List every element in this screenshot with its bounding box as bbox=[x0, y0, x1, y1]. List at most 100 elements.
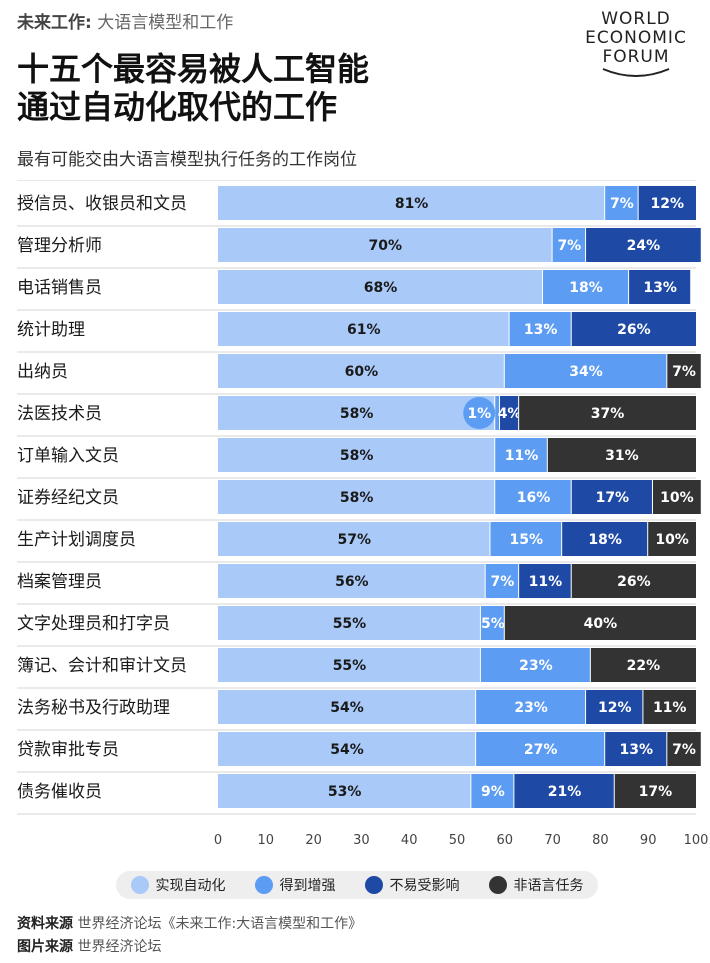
category-label: 证券经纪文员 bbox=[17, 488, 119, 508]
data-label: 17% bbox=[639, 784, 673, 800]
legend-swatch bbox=[488, 876, 507, 894]
bar-segment bbox=[218, 522, 490, 556]
legend-swatch bbox=[130, 876, 149, 894]
data-label: 5% bbox=[481, 616, 505, 632]
bar-segment bbox=[218, 186, 605, 220]
logo-line-3: FORUM bbox=[602, 47, 670, 67]
bar-segment bbox=[504, 354, 667, 388]
data-label: 81% bbox=[395, 196, 429, 212]
data-label: 54% bbox=[330, 700, 364, 716]
bar-segment bbox=[218, 396, 495, 430]
bar-segment bbox=[571, 480, 652, 514]
data-label: 22% bbox=[627, 658, 661, 674]
bar-segment bbox=[218, 480, 495, 514]
bar-segment bbox=[490, 522, 562, 556]
data-label: 70% bbox=[369, 238, 403, 254]
data-label: 31% bbox=[605, 448, 639, 464]
category-label: 订单输入文员 bbox=[17, 446, 119, 466]
legend-swatch bbox=[254, 876, 273, 894]
bar-segment bbox=[590, 648, 696, 682]
series-name: 大语言模型和工作 bbox=[97, 13, 234, 33]
data-label: 17% bbox=[596, 490, 630, 506]
data-label: 13% bbox=[643, 280, 677, 296]
bar-segment bbox=[218, 648, 480, 682]
bar-segment bbox=[218, 270, 543, 304]
x-tick-label: 50 bbox=[449, 833, 466, 848]
data-label: 61% bbox=[347, 322, 381, 338]
legend-label: 实现自动化 bbox=[155, 878, 226, 894]
category-label: 债务催收员 bbox=[17, 782, 102, 802]
data-label: 7% bbox=[491, 574, 515, 590]
category-label: 贷款审批专员 bbox=[17, 740, 119, 760]
bar-segment bbox=[218, 354, 504, 388]
legend-label: 不易受影响 bbox=[389, 878, 460, 894]
data-label: 56% bbox=[335, 574, 369, 590]
bar-segment bbox=[519, 396, 696, 430]
bar-segment bbox=[547, 438, 696, 472]
bar-segment bbox=[476, 690, 586, 724]
data-label: 13% bbox=[619, 742, 653, 758]
bar-segment bbox=[552, 228, 586, 262]
bar-segment bbox=[485, 564, 519, 598]
bar-segment bbox=[504, 606, 696, 640]
legend-item: 实现自动化 bbox=[130, 875, 226, 895]
bar-segment bbox=[562, 522, 648, 556]
chart-subtitle: 最有可能交由大语言模型执行任务的工作岗位 bbox=[17, 150, 357, 170]
bar-segment bbox=[495, 438, 547, 472]
data-label: 53% bbox=[328, 784, 362, 800]
data-source-text: 世界经济论坛《未来工作:大语言模型和工作》 bbox=[77, 916, 363, 932]
data-label: 11% bbox=[529, 574, 563, 590]
data-label: 68% bbox=[364, 280, 398, 296]
legend-item: 不易受影响 bbox=[364, 875, 460, 895]
data-label: 40% bbox=[584, 616, 618, 632]
bar-segment bbox=[667, 354, 701, 388]
data-label: 16% bbox=[517, 490, 551, 506]
image-source-label: 图片来源 bbox=[17, 939, 73, 955]
data-label: 23% bbox=[519, 658, 553, 674]
data-label: 4% bbox=[498, 406, 522, 422]
data-label: 55% bbox=[333, 616, 367, 632]
bar-segment bbox=[218, 732, 476, 766]
x-tick-label: 30 bbox=[353, 833, 370, 848]
bar-segment bbox=[514, 774, 614, 808]
data-label: 12% bbox=[651, 196, 685, 212]
x-tick-label: 60 bbox=[497, 833, 514, 848]
legend-item: 非语言任务 bbox=[488, 875, 584, 895]
bar-segment bbox=[218, 774, 471, 808]
title-line-1: 十五个最容易被人工智能 bbox=[17, 50, 370, 88]
data-label: 23% bbox=[514, 700, 548, 716]
bar-segment bbox=[605, 186, 638, 220]
chart-legend: 实现自动化 得到增强 不易受影响 非语言任务 bbox=[116, 871, 598, 899]
data-source-label: 资料来源 bbox=[17, 916, 73, 932]
data-label: 10% bbox=[660, 490, 694, 506]
bar-segment bbox=[218, 690, 476, 724]
data-label: 11% bbox=[505, 448, 539, 464]
bar-segment bbox=[614, 774, 696, 808]
bar-segment bbox=[495, 396, 500, 430]
data-label: 7% bbox=[672, 742, 696, 758]
data-label: 58% bbox=[340, 406, 374, 422]
data-label: 12% bbox=[598, 700, 632, 716]
category-label: 文字处理员和打字员 bbox=[17, 614, 170, 634]
data-label: 34% bbox=[569, 364, 603, 380]
data-label: 26% bbox=[617, 322, 651, 338]
data-label: 60% bbox=[345, 364, 379, 380]
data-source: 资料来源 世界经济论坛《未来工作:大语言模型和工作》 bbox=[17, 913, 362, 933]
bar-segment bbox=[218, 228, 552, 262]
category-label: 生产计划调度员 bbox=[17, 530, 136, 550]
small-value-bubble bbox=[463, 397, 496, 429]
bar-segment bbox=[509, 312, 571, 346]
data-label: 21% bbox=[548, 784, 582, 800]
bar-segment bbox=[571, 312, 696, 346]
data-label: 11% bbox=[653, 700, 687, 716]
bar-segment bbox=[638, 186, 696, 220]
category-label: 管理分析师 bbox=[17, 236, 102, 256]
bar-segment bbox=[571, 564, 696, 598]
bar-segment bbox=[543, 270, 629, 304]
logo-line-1: WORLD bbox=[601, 9, 671, 29]
x-tick-label: 80 bbox=[592, 833, 609, 848]
series-label: 未来工作: bbox=[17, 13, 92, 33]
x-tick-label: 40 bbox=[401, 833, 418, 848]
bar-segment bbox=[586, 690, 643, 724]
logo-arc-icon bbox=[602, 68, 670, 77]
